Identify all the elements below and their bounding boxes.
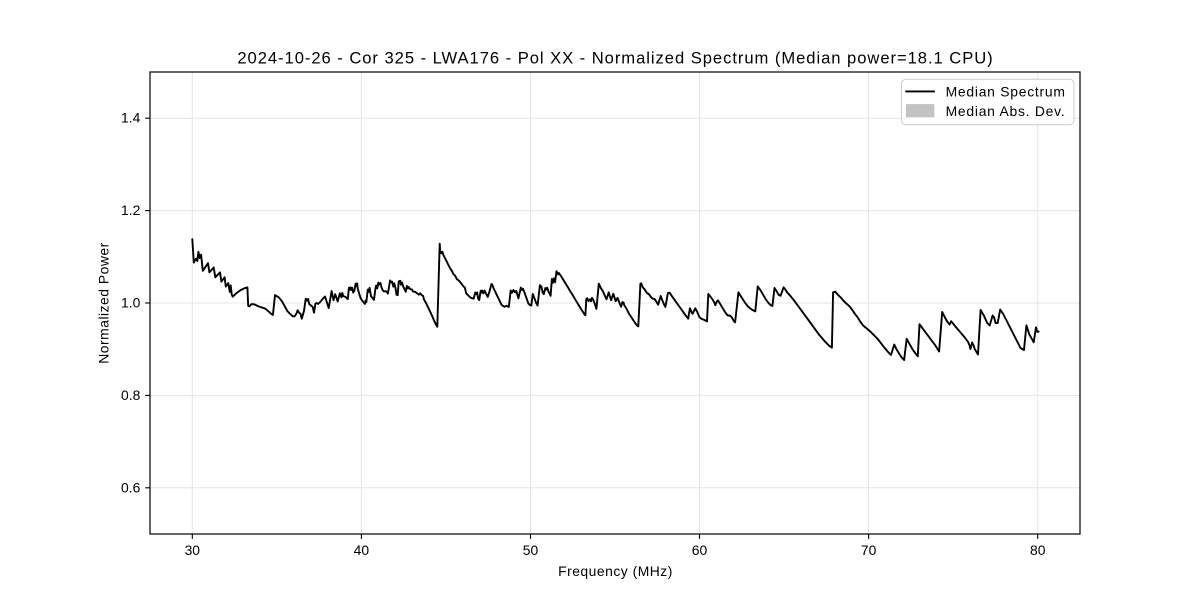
svg-text:80: 80 [1030,542,1046,558]
svg-text:30: 30 [185,542,201,558]
svg-text:Normalized Power: Normalized Power [96,242,112,363]
svg-text:Median Spectrum: Median Spectrum [946,83,1066,99]
svg-text:60: 60 [692,542,708,558]
svg-text:1.2: 1.2 [121,202,141,218]
svg-text:1.0: 1.0 [121,295,141,311]
svg-text:2024-10-26 - Cor 325 - LWA176: 2024-10-26 - Cor 325 - LWA176 - Pol XX -… [237,49,993,68]
svg-text:Median Abs. Dev.: Median Abs. Dev. [946,103,1066,119]
svg-text:50: 50 [523,542,539,558]
svg-text:0.6: 0.6 [121,479,141,495]
svg-text:1.4: 1.4 [121,110,141,126]
svg-text:70: 70 [861,542,877,558]
svg-text:40: 40 [354,542,370,558]
svg-text:Frequency (MHz): Frequency (MHz) [558,563,673,579]
svg-text:0.8: 0.8 [121,387,141,403]
